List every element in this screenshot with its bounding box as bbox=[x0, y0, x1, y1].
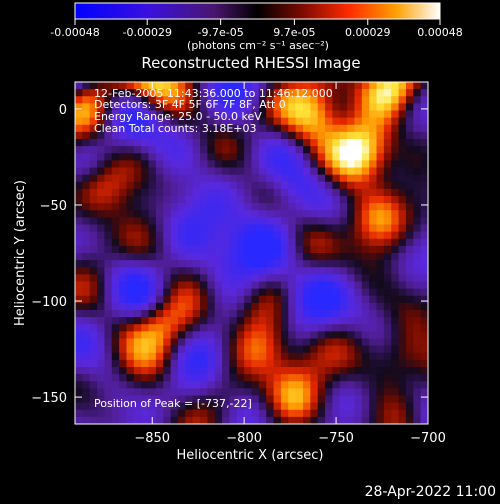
colorbar-tick-label: -0.00029 bbox=[123, 26, 172, 39]
x-tick-label: −750 bbox=[318, 431, 354, 446]
footer-timestamp: 28-Apr-2022 11:00 bbox=[365, 484, 496, 500]
y-axis-ticks: 0 −50 −100 −150 bbox=[31, 103, 428, 406]
colorbar-tick-label: -9.7e-05 bbox=[198, 26, 244, 39]
colorbar-tick-labels: -0.00048 -0.00029 -9.7e-05 9.7e-05 0.00029 0.… bbox=[50, 26, 462, 39]
annotation-energy-range: Energy Range: 25.0 - 50.0 keV bbox=[94, 110, 262, 123]
y-tick-label: 0 bbox=[59, 103, 67, 118]
plot-frame bbox=[74, 81, 429, 425]
annotation-block: 12-Feb-2005 11:43:36.000 to 11:46:12.000… bbox=[94, 87, 333, 410]
colorbar-tick-label: 0.00029 bbox=[345, 26, 391, 39]
annotation-time-range: 12-Feb-2005 11:43:36.000 to 11:46:12.000 bbox=[94, 87, 333, 100]
x-tick-label: −850 bbox=[134, 431, 170, 446]
y-axis-label: Heliocentric Y (arcsec) bbox=[13, 180, 28, 326]
chart-title: Reconstructed RHESSI Image bbox=[141, 54, 360, 72]
colorbar-tick-label: -0.00048 bbox=[50, 26, 99, 39]
colorbar: -0.00048 -0.00029 -9.7e-05 9.7e-05 0.00029 0.… bbox=[50, 2, 463, 52]
annotation-peak-position: Position of Peak = [-737,-22] bbox=[94, 397, 252, 410]
colorbar-ticks bbox=[74, 19, 441, 25]
y-tick-label: −100 bbox=[31, 295, 67, 310]
annotation-detectors: Detectors: 3F 4F 5F 6F 7F 8F, Att 0 bbox=[94, 98, 286, 111]
x-axis-ticks: −850 −800 −750 −700 bbox=[134, 82, 446, 446]
y-tick-label: −150 bbox=[31, 391, 67, 406]
y-tick-label: −50 bbox=[40, 199, 67, 214]
colorbar-tick-label: 0.00048 bbox=[417, 26, 463, 39]
colorbar-gradient bbox=[74, 2, 441, 20]
heatmap-image bbox=[75, 82, 428, 424]
x-axis-label: Heliocentric X (arcsec) bbox=[177, 448, 324, 463]
annotation-clean-counts: Clean Total counts: 3.18E+03 bbox=[94, 122, 257, 135]
colorbar-tick-label: 9.7e-05 bbox=[273, 26, 315, 39]
x-tick-label: −800 bbox=[226, 431, 262, 446]
x-tick-label: −700 bbox=[410, 431, 446, 446]
colorbar-unit-label: (photons cm⁻² s⁻¹ asec⁻²) bbox=[187, 39, 329, 52]
